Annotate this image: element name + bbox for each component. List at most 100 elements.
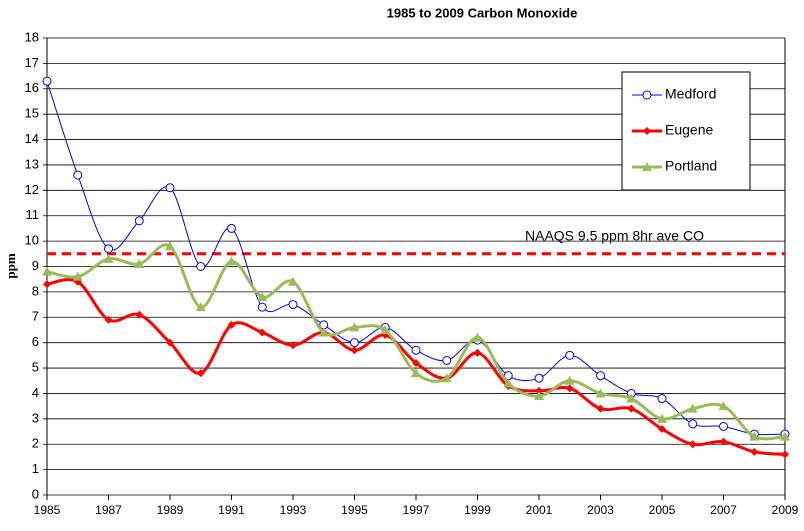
data-point: [412, 358, 420, 367]
data-point: [258, 328, 267, 337]
data-point: [534, 390, 544, 400]
data-point: [73, 170, 83, 180]
y-tick-label: 7: [32, 309, 39, 324]
chart-title: 1985 to 2009 Carbon Monoxide: [387, 5, 578, 20]
data-point: [134, 216, 144, 226]
x-tick-label: 1999: [464, 503, 491, 517]
y-tick-label: 16: [25, 80, 39, 95]
x-tick-label: 2005: [649, 503, 676, 517]
data-point: [411, 368, 421, 378]
legend-marker: [643, 127, 651, 135]
data-point: [227, 320, 236, 329]
legend-label: Portland: [665, 158, 717, 174]
data-point: [535, 386, 543, 395]
data-point: [289, 341, 297, 350]
data-point: [626, 393, 637, 403]
y-tick-label: 3: [32, 410, 39, 425]
data-point: [657, 394, 667, 404]
data-point: [288, 300, 298, 310]
data-point: [749, 431, 760, 441]
data-point: [72, 271, 83, 281]
data-point: [442, 355, 452, 365]
y-tick-label: 11: [26, 207, 40, 222]
data-point: [134, 258, 145, 268]
data-point: [288, 276, 298, 286]
legend-marker: [642, 162, 652, 171]
x-tick-label: 1985: [34, 503, 61, 517]
data-point: [165, 241, 175, 251]
data-point: [534, 373, 544, 383]
reference-label: NAAQS 9.5 ppm 8hr ave CO: [525, 228, 704, 244]
x-tick-label: 1989: [157, 503, 184, 517]
x-tick-label: 2001: [526, 503, 553, 517]
y-tick-label: 12: [25, 182, 39, 197]
y-axis-label: ppm: [3, 253, 18, 278]
legend: Medford Eugene Portland: [621, 71, 751, 191]
y-tick-label: 4: [32, 385, 39, 400]
legend-marker: [642, 90, 652, 100]
data-point: [165, 183, 175, 193]
legend-label: Medford: [665, 86, 716, 102]
y-tick-label: 0: [32, 486, 39, 501]
data-point: [103, 253, 114, 263]
data-point: [688, 419, 698, 429]
data-point: [196, 262, 206, 271]
data-point: [719, 437, 728, 446]
data-point: [42, 76, 52, 86]
data-point: [719, 421, 728, 431]
x-tick-label: 2007: [710, 503, 737, 517]
x-tick-label: 1991: [218, 503, 245, 517]
data-point: [104, 244, 113, 254]
data-point: [227, 223, 236, 233]
data-point: [42, 266, 52, 276]
data-point: [750, 447, 759, 456]
x-tick-label: 2009: [772, 503, 799, 517]
y-tick-label: 6: [32, 334, 39, 349]
data-point: [472, 332, 483, 342]
y-tick-label: 10: [25, 233, 39, 248]
data-point: [135, 310, 144, 319]
data-point: [318, 327, 329, 337]
x-tick-label: 1997: [403, 503, 430, 517]
data-point: [350, 338, 359, 348]
data-point: [503, 378, 514, 388]
data-point: [104, 315, 113, 324]
data-point: [687, 403, 698, 413]
legend-label: Eugene: [665, 122, 713, 138]
y-tick-label: 17: [25, 55, 39, 70]
data-point: [565, 384, 574, 393]
x-tick-label: 1995: [341, 503, 368, 517]
data-point: [627, 404, 636, 413]
series-line: [46, 243, 786, 441]
y-tick-label: 2: [32, 436, 39, 451]
x-tick-label: 1987: [95, 503, 122, 517]
data-point: [350, 346, 359, 355]
y-tick-label: 14: [25, 131, 39, 146]
data-point: [596, 404, 605, 413]
data-point: [473, 348, 482, 357]
data-point: [596, 371, 605, 381]
data-point: [718, 401, 729, 411]
data-point: [411, 345, 421, 355]
x-tick-label: 1993: [280, 503, 307, 517]
data-point: [349, 322, 360, 332]
y-tick-label: 13: [25, 156, 39, 171]
y-tick-label: 15: [25, 106, 39, 121]
y-tick-label: 5: [32, 359, 39, 374]
data-point: [166, 338, 174, 347]
data-point: [688, 440, 697, 449]
y-tick-label: 1: [32, 461, 39, 476]
data-point: [195, 302, 206, 312]
data-point: [564, 375, 575, 385]
data-point: [565, 350, 575, 360]
data-point: [595, 388, 606, 398]
data-point: [380, 324, 391, 334]
x-tick-label: 2003: [587, 503, 614, 517]
y-tick-label: 8: [32, 283, 39, 298]
data-point: [257, 302, 267, 312]
data-point: [657, 413, 667, 423]
data-point: [781, 450, 789, 459]
data-point: [658, 424, 666, 433]
data-point: [196, 369, 205, 378]
